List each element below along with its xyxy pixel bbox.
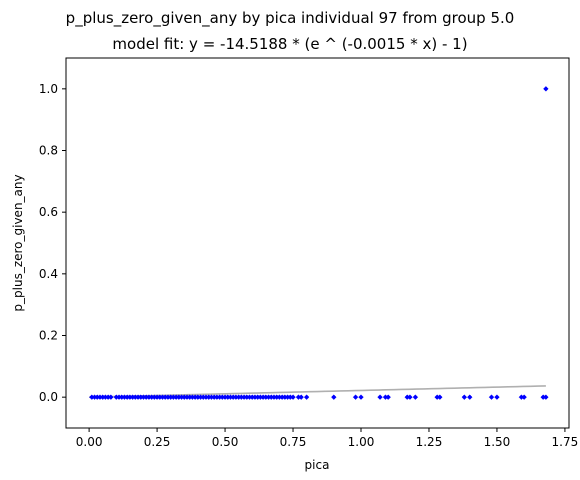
x-tick-label: 0.00	[76, 435, 103, 449]
y-tick-label: 0.4	[39, 267, 58, 281]
plot-area-frame	[65, 57, 570, 429]
data-point	[298, 394, 304, 400]
x-axis-label: pica	[305, 458, 330, 472]
y-axis-ticks: 0.0 0.2 0.4 0.6 0.8 1.0	[39, 82, 66, 404]
x-tick-label: 0.50	[212, 435, 239, 449]
chart-subtitle: model fit: y = -14.5188 * (e ^ (-0.0015 …	[112, 35, 467, 53]
data-point	[407, 394, 413, 400]
data-point	[488, 394, 495, 400]
y-axis-label: p_plus_zero_given_any	[11, 174, 25, 311]
data-point	[352, 394, 359, 400]
data-point	[437, 394, 443, 400]
x-tick-label: 1.50	[484, 435, 511, 449]
data-point	[461, 394, 468, 400]
data-point	[467, 394, 473, 400]
x-tick-label: 1.25	[416, 435, 443, 449]
y-tick-label: 1.0	[39, 82, 58, 96]
y-tick-label: 0.0	[39, 390, 58, 404]
data-point	[494, 394, 500, 400]
data-point	[385, 394, 391, 400]
y-tick-label: 0.8	[39, 144, 58, 158]
y-tick-label: 0.6	[39, 205, 58, 219]
data-point	[303, 394, 310, 400]
data-point	[543, 86, 549, 92]
data-points-layer	[89, 86, 549, 400]
data-point	[377, 394, 383, 400]
x-tick-label: 1.00	[348, 435, 375, 449]
data-point	[543, 394, 549, 400]
data-point	[108, 394, 114, 400]
data-point	[412, 394, 419, 400]
data-point	[331, 394, 337, 400]
x-axis-ticks: 0.00 0.25 0.50 0.75 1.00 1.25 1.50 1.75	[76, 428, 579, 449]
data-point	[290, 394, 296, 400]
data-point	[358, 394, 364, 400]
data-point	[521, 394, 527, 400]
x-tick-label: 1.75	[552, 435, 579, 449]
x-tick-label: 0.25	[144, 435, 171, 449]
chart-title: p_plus_zero_given_any by pica individual…	[66, 9, 515, 28]
x-tick-label: 0.75	[280, 435, 307, 449]
y-tick-label: 0.2	[39, 329, 58, 343]
